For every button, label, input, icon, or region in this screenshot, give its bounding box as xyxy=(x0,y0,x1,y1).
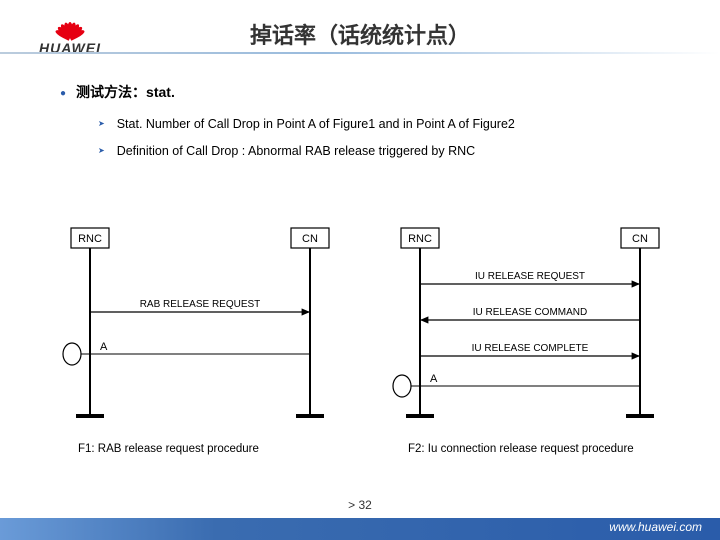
svg-text:RNC: RNC xyxy=(78,233,102,245)
svg-text:CN: CN xyxy=(632,233,648,245)
svg-text:A: A xyxy=(430,373,438,385)
bullet-item: Stat. Number of Call Drop in Point A of … xyxy=(98,116,680,133)
bullet-item: Definition of Call Drop : Abnormal RAB r… xyxy=(98,143,680,160)
svg-text:A: A xyxy=(100,341,108,353)
svg-text:RAB RELEASE REQUEST: RAB RELEASE REQUEST xyxy=(140,299,261,310)
content-area: 测试方法：stat. Stat. Number of Call Drop in … xyxy=(60,82,680,170)
page-title: 掉话率（话统统计点） xyxy=(0,18,720,50)
page-number: 32 xyxy=(0,498,720,512)
section-heading: 测试方法：stat. xyxy=(60,82,680,102)
figure-2: RNC CN IU RELEASE REQUEST IU RELEASE COMMAN… xyxy=(380,216,680,455)
svg-text:IU RELEASE COMPLETE: IU RELEASE COMPLETE xyxy=(472,343,589,354)
figure-1: RNC CN RAB RELEASE REQUEST A F1: RAB releas… xyxy=(50,216,350,455)
svg-text:CN: CN xyxy=(302,233,318,245)
figure-2-caption: F2: Iu connection release request proced… xyxy=(380,443,680,455)
seq-diagram-2: RNC CN IU RELEASE REQUEST IU RELEASE COMMAN… xyxy=(380,216,680,436)
svg-text:IU RELEASE COMMAND: IU RELEASE COMMAND xyxy=(473,307,587,318)
footer-bar: www.huawei.com xyxy=(0,518,720,540)
footer-url: www.huawei.com xyxy=(609,520,702,534)
svg-text:IU RELEASE REQUEST: IU RELEASE REQUEST xyxy=(475,271,585,282)
title-underline xyxy=(0,52,720,54)
seq-diagram-1: RNC CN RAB RELEASE REQUEST A xyxy=(50,216,350,436)
figures-row: RNC CN RAB RELEASE REQUEST A F1: RAB releas… xyxy=(50,216,680,455)
figure-1-caption: F1: RAB release request procedure xyxy=(50,443,350,455)
svg-text:RNC: RNC xyxy=(408,233,432,245)
